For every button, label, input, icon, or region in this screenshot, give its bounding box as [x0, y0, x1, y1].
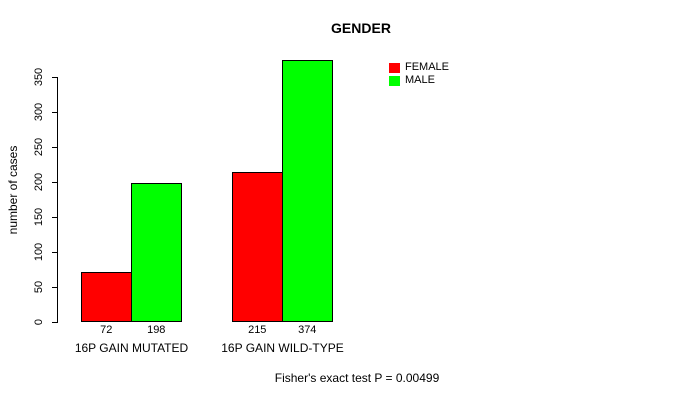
y-tick-label: 250: [33, 137, 45, 157]
legend-swatch-male: [389, 75, 400, 86]
legend-entry-female: FEMALE: [389, 62, 449, 73]
y-tick-mark: [52, 146, 57, 148]
y-tick-label: 100: [33, 242, 45, 262]
y-tick-label: 350: [33, 67, 45, 87]
bar-male: [131, 183, 182, 322]
y-tick-mark: [52, 251, 57, 253]
annotation-text: Fisher's exact test P = 0.00499: [274, 371, 440, 385]
category-label: 16P GAIN WILD-TYPE: [221, 341, 344, 355]
y-tick-label: 0: [33, 318, 45, 326]
bar-value-label: 215: [248, 324, 267, 336]
y-tick-label: 50: [33, 280, 45, 294]
y-tick-mark: [52, 216, 57, 218]
legend-entry-male: MALE: [389, 75, 449, 86]
legend: FEMALE MALE: [389, 62, 449, 86]
y-tick-mark: [52, 111, 57, 113]
y-axis-line: [57, 77, 58, 323]
category-label: 16P GAIN MUTATED: [74, 341, 189, 355]
chart-title: GENDER: [331, 20, 391, 36]
y-tick-label: 150: [33, 207, 45, 227]
y-axis-title: number of cases: [6, 145, 20, 235]
bar-female: [81, 271, 132, 322]
y-tick-mark: [52, 286, 57, 288]
y-tick-label: 200: [33, 172, 45, 192]
bar-male: [282, 60, 333, 322]
legend-swatch-female: [389, 62, 400, 73]
y-tick-mark: [52, 76, 57, 78]
y-tick-mark: [52, 181, 57, 183]
y-tick-mark: [52, 321, 57, 323]
bar-value-label: 374: [298, 324, 317, 336]
bar-female: [232, 171, 283, 322]
bar-value-label: 72: [100, 324, 113, 336]
legend-label: MALE: [405, 74, 435, 86]
y-tick-label: 300: [33, 102, 45, 122]
bar-value-label: 198: [147, 324, 166, 336]
legend-label: FEMALE: [405, 61, 450, 73]
